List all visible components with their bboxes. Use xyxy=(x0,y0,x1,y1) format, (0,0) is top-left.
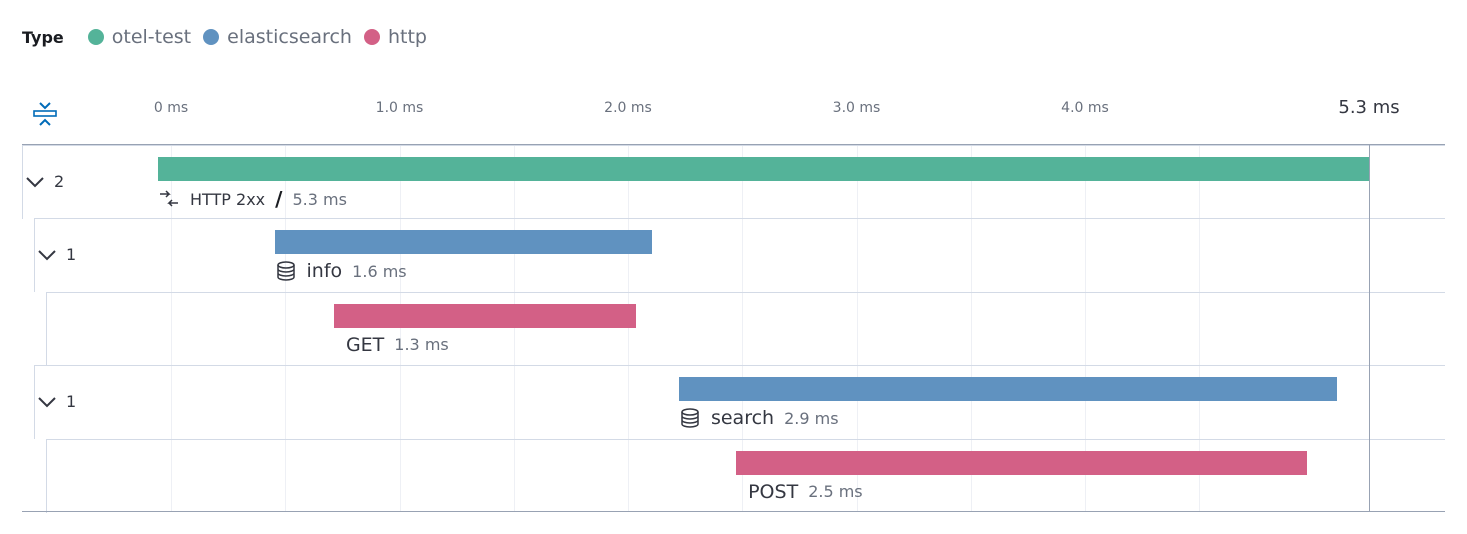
expand-toggle[interactable]: 2 xyxy=(24,172,64,191)
span-duration: 1.6 ms xyxy=(352,261,407,281)
span-bar[interactable] xyxy=(333,303,636,328)
dot-icon xyxy=(363,29,380,45)
end-marker xyxy=(1369,145,1370,512)
dot-icon xyxy=(203,29,220,45)
axis-tick-label: 2.0 ms xyxy=(604,100,652,116)
grid-line xyxy=(970,145,972,512)
grid-line xyxy=(856,145,858,512)
span-bar[interactable] xyxy=(158,157,1370,181)
span-label[interactable]: HTTP 2xx / 5.3 ms xyxy=(158,187,347,211)
waterfall-row[interactable] xyxy=(46,438,1445,513)
child-count: 1 xyxy=(66,392,77,412)
axis-max-label: 5.3 ms xyxy=(1338,97,1400,118)
span-label[interactable]: POST 2.5 ms xyxy=(748,481,863,503)
legend-item-http: http xyxy=(363,26,427,48)
transaction-icon xyxy=(160,190,178,207)
axis-tick-label: 4.0 ms xyxy=(1061,100,1109,116)
legend-item-otel-test: otel-test xyxy=(87,26,192,48)
span-bar[interactable] xyxy=(274,230,652,255)
span-duration: 5.3 ms xyxy=(292,189,347,209)
span-duration: 1.3 ms xyxy=(394,335,449,355)
axis-tick-label: 1.0 ms xyxy=(375,100,424,116)
axis-tick-label: 3.0 ms xyxy=(832,100,881,116)
chevron-down-icon xyxy=(38,250,56,261)
chevron-down-icon xyxy=(26,176,44,187)
legend-label: otel-test xyxy=(111,26,192,48)
collapse-icon xyxy=(33,102,57,126)
grid-line xyxy=(742,145,743,512)
legend-label: elasticsearch xyxy=(227,26,352,48)
span-name: info xyxy=(306,260,343,283)
expand-toggle[interactable]: 1 xyxy=(36,392,76,411)
span-label[interactable]: search 2.9 ms xyxy=(679,407,839,429)
span-name: HTTP 2xx xyxy=(190,189,266,209)
span-label[interactable]: info 1.6 ms xyxy=(275,260,407,282)
grid-line xyxy=(285,145,286,512)
span-bar[interactable] xyxy=(736,450,1308,475)
span-name: GET xyxy=(345,333,385,356)
child-count: 1 xyxy=(66,245,77,265)
waterfall-row[interactable] xyxy=(46,291,1445,366)
grid-line xyxy=(1085,145,1086,512)
child-count: 2 xyxy=(54,172,65,191)
span-name: POST xyxy=(748,480,799,503)
axis-tick-label: 0 ms xyxy=(153,100,189,116)
expand-toggle[interactable]: 1 xyxy=(36,245,76,264)
bottom-rule xyxy=(22,511,1445,512)
waterfall-row[interactable] xyxy=(34,218,1445,293)
legend-label: http xyxy=(387,26,427,48)
span-name: search xyxy=(710,407,775,430)
collapse-all-button[interactable] xyxy=(32,100,58,132)
database-icon xyxy=(276,261,295,282)
grid-line xyxy=(171,145,172,512)
chevron-down-icon xyxy=(38,396,56,408)
dot-icon xyxy=(87,29,104,45)
grid-line xyxy=(628,145,629,512)
grid-line xyxy=(1199,145,1200,512)
span-bar[interactable] xyxy=(678,377,1338,402)
grid-line xyxy=(399,145,401,512)
waterfall-row[interactable] xyxy=(22,145,1445,219)
span-label[interactable]: GET 1.3 ms xyxy=(346,334,449,356)
database-icon xyxy=(681,408,699,428)
axis-rule xyxy=(22,144,1445,145)
separator: / xyxy=(275,187,283,211)
legend-title: Type xyxy=(22,27,64,47)
legend-item-elasticsearch: elasticsearch xyxy=(203,26,352,48)
span-duration: 2.9 ms xyxy=(784,408,839,428)
span-duration: 2.5 ms xyxy=(808,482,863,502)
grid-line xyxy=(513,145,515,512)
legend: Type otel-test elasticsearch http xyxy=(22,26,439,48)
waterfall-row[interactable] xyxy=(34,365,1445,440)
